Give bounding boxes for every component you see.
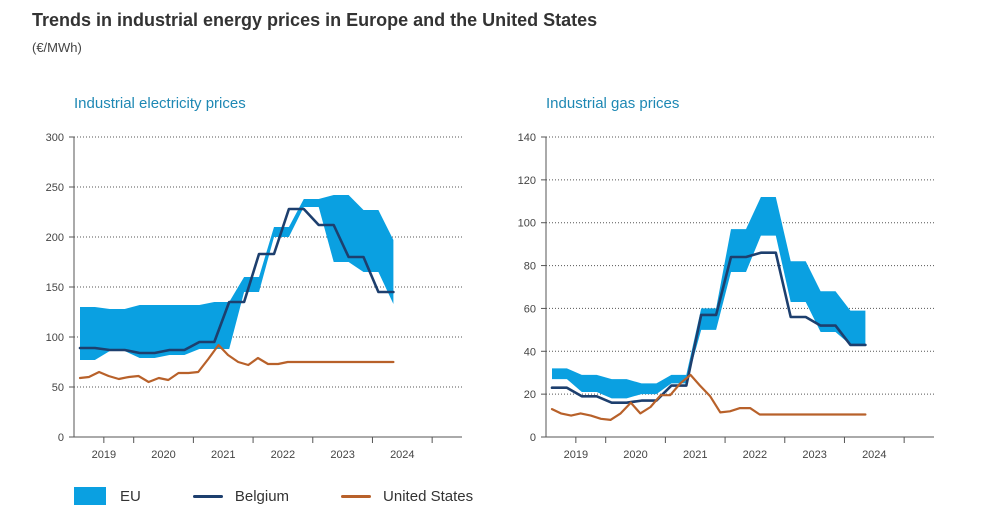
series-belgium-line xyxy=(78,207,395,355)
legend-item-belgium: Belgium xyxy=(192,487,290,505)
x-tick-label: 2019 xyxy=(564,449,588,461)
y-tick-label: 100 xyxy=(46,332,64,344)
y-tick-label: 100 xyxy=(518,218,536,230)
x-tick-label: 2023 xyxy=(802,449,826,461)
chart-gas: Industrial gas prices 0 20 40 60 80 100 120 140 2… xyxy=(518,95,934,461)
legend-swatch-us xyxy=(341,494,372,498)
legend: EU Belgium United States xyxy=(74,484,525,508)
y-tick-label: 20 xyxy=(524,389,536,401)
chart-title: Industrial gas prices xyxy=(546,95,679,112)
chart-title: Industrial electricity prices xyxy=(74,95,246,112)
x-tick-label: 2020 xyxy=(151,449,175,461)
legend-label-belgium: Belgium xyxy=(234,487,290,505)
y-tick-label: 150 xyxy=(46,282,64,294)
x-tick-label: 2021 xyxy=(211,449,235,461)
series-eu-band xyxy=(80,195,394,360)
chart-electricity: Industrial electricity prices 0 50 100 150 20… xyxy=(46,95,462,461)
x-tick-label: 2020 xyxy=(623,449,647,461)
y-tick-label: 60 xyxy=(524,303,536,315)
x-tick-label: 2022 xyxy=(271,449,295,461)
legend-label-eu: EU xyxy=(120,487,141,505)
y-tick-label: 200 xyxy=(46,232,64,244)
y-tick-label: 0 xyxy=(58,432,64,444)
y-tick-label: 40 xyxy=(524,346,536,358)
y-tick-label: 80 xyxy=(524,261,536,273)
series-us-line xyxy=(550,373,867,421)
x-tick-label: 2024 xyxy=(390,449,414,461)
figure-title: Trends in industrial energy prices in Eu… xyxy=(32,10,598,30)
y-tick-label: 300 xyxy=(46,132,64,144)
units-label: (€/MWh) xyxy=(32,40,82,55)
legend-label-us: United States xyxy=(383,487,474,505)
y-tick-label: 0 xyxy=(530,432,536,444)
x-tick-label: 2023 xyxy=(330,449,354,461)
legend-item-eu: EU xyxy=(74,487,141,505)
x-tick-label: 2019 xyxy=(92,449,116,461)
y-tick-label: 250 xyxy=(46,182,64,194)
y-tick-label: 120 xyxy=(518,175,536,187)
series-eu-band xyxy=(552,197,866,399)
x-tick-label: 2022 xyxy=(743,449,767,461)
legend-item-us: United States xyxy=(341,488,473,505)
x-tick-label: 2021 xyxy=(683,449,707,461)
legend-swatch-eu xyxy=(74,487,106,505)
series-belgium-line xyxy=(550,251,867,405)
x-tick-label: 2024 xyxy=(862,449,886,461)
series-us-line xyxy=(78,343,395,384)
y-tick-label: 140 xyxy=(518,132,536,144)
y-tick-label: 50 xyxy=(52,382,64,394)
legend-swatch-belgium xyxy=(192,494,223,498)
